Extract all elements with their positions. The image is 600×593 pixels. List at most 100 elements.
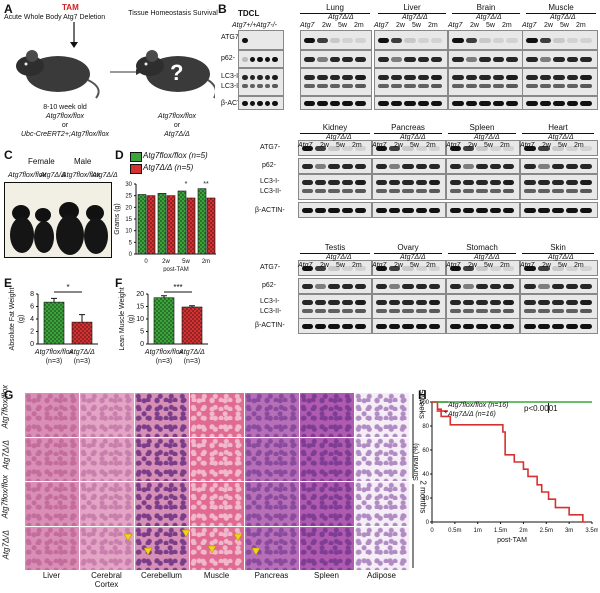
- blot-band: [538, 283, 550, 289]
- blot-band: [492, 100, 505, 106]
- sig-marker: *: [185, 181, 188, 188]
- blot-band: [476, 180, 488, 185]
- blot-band: [415, 189, 427, 193]
- blot-band: [242, 37, 248, 43]
- mouse-photo-1: [10, 205, 34, 253]
- timepoint-label: 2m: [354, 22, 364, 29]
- category-n-label: (n=3): [46, 358, 63, 365]
- blot-band: [452, 37, 464, 43]
- blot-testis-atg7: [298, 260, 372, 276]
- blot-brain-lc3: [448, 68, 524, 96]
- y-axis-label-2: (g): [18, 315, 25, 324]
- or1-label: or: [61, 122, 69, 129]
- blot-band: [479, 75, 491, 80]
- blot-band: [489, 300, 501, 305]
- histology-tile-spleen: [299, 392, 355, 438]
- blot-band: [526, 75, 538, 80]
- blot-band: [341, 207, 353, 213]
- y-axis-label: Absolute Fat Weight: [9, 287, 16, 350]
- tissue-heart: Heart: [522, 123, 594, 134]
- yellow-arrowhead-icon: [143, 547, 153, 556]
- blot-band: [376, 323, 388, 329]
- blot-band: [450, 163, 462, 169]
- yellow-arrowhead-icon: [123, 533, 133, 542]
- timepoint-label: 2m: [352, 262, 362, 269]
- blot-band: [526, 37, 538, 43]
- y-tick-label: 10: [125, 229, 132, 235]
- blot-band: [417, 100, 429, 106]
- panel-label-a: A: [4, 2, 13, 16]
- tissue-ovary: Ovary: [374, 243, 442, 254]
- blot-band: [316, 37, 328, 43]
- blot-band: [538, 300, 550, 305]
- blot-band: [502, 309, 514, 313]
- blot-band: [415, 300, 427, 305]
- blot-band: [566, 309, 578, 313]
- x-tick-label: 0.5m: [448, 528, 461, 534]
- blot-band: [524, 180, 536, 185]
- category-n-label: (n=3): [156, 358, 173, 365]
- geno-ko-label: Atg7Δ/Δ: [474, 134, 500, 141]
- histology-tile-liver: [24, 392, 80, 438]
- blot-band: [354, 145, 366, 151]
- blot-band: [342, 75, 354, 80]
- y-tick-label: 20: [136, 291, 144, 298]
- blot-band: [402, 207, 414, 213]
- timepoint-label: 5w: [486, 22, 495, 29]
- blot-ovary-atg7: [372, 260, 446, 276]
- blot-testis-actin: [298, 318, 372, 334]
- timepoint-label: 2w: [320, 262, 329, 269]
- blot-band: [502, 189, 514, 193]
- blot-skin-actin: [520, 318, 598, 334]
- row-label-p62: p62-: [221, 55, 236, 62]
- row-label-actin: β-ACTIN-: [221, 100, 251, 107]
- histology-tile-spleen: [299, 436, 355, 482]
- blot-band: [404, 56, 416, 62]
- blot-band: [355, 84, 366, 88]
- blot-band: [506, 84, 518, 88]
- category-n-label: (n=3): [184, 358, 201, 365]
- blot-tdcl-actin: [238, 96, 284, 110]
- sig-marker: **: [203, 181, 209, 188]
- histology-tile-liver: [24, 436, 80, 482]
- blot-band: [272, 100, 278, 106]
- tam-label: TAM: [62, 3, 79, 12]
- blot-band: [428, 207, 440, 213]
- timepoint-label: 2m: [352, 142, 362, 149]
- blot-band: [391, 56, 403, 62]
- timepoint-label: 2w: [394, 262, 403, 269]
- blot-tdcl-atg7: [238, 30, 284, 50]
- sig-marker: ***: [173, 283, 182, 292]
- bar-ko-5w: [186, 197, 196, 255]
- blot-band: [580, 75, 592, 80]
- blot-band: [302, 180, 314, 185]
- blot-band: [428, 309, 440, 313]
- geno-ko-label: Atg7Δ/Δ: [548, 254, 574, 261]
- row2-label-lc3ii: LC3-II-: [260, 188, 282, 195]
- geno-ko-label: Atg7Δ/Δ: [474, 254, 500, 261]
- male-ctrl-geno: Atg7flox/flox: [62, 172, 101, 179]
- survival-line-ko: [432, 401, 586, 523]
- blot-band: [264, 75, 271, 80]
- blot-band: [450, 265, 462, 271]
- timepoint-label: 5w: [558, 142, 567, 149]
- blot-band: [402, 283, 414, 289]
- blot-band: [580, 265, 592, 271]
- male-label: Male: [74, 157, 92, 166]
- blot-band: [389, 323, 401, 329]
- blot-band: [376, 300, 388, 305]
- blot-band: [428, 323, 440, 329]
- blot-band: [391, 75, 403, 80]
- blot-band: [415, 180, 427, 185]
- y-tick-label: 40: [422, 472, 429, 478]
- blot-band: [249, 84, 256, 88]
- blot-band: [524, 163, 536, 169]
- blot-spleen-p62: [446, 158, 520, 174]
- blot-band: [479, 37, 491, 43]
- blot-band: [524, 189, 536, 193]
- blot-band: [526, 100, 538, 106]
- row3-label-lc3i: LC3-I-: [260, 298, 280, 305]
- blot-band: [502, 163, 514, 169]
- blot-band: [304, 56, 315, 62]
- blot-band: [328, 283, 340, 289]
